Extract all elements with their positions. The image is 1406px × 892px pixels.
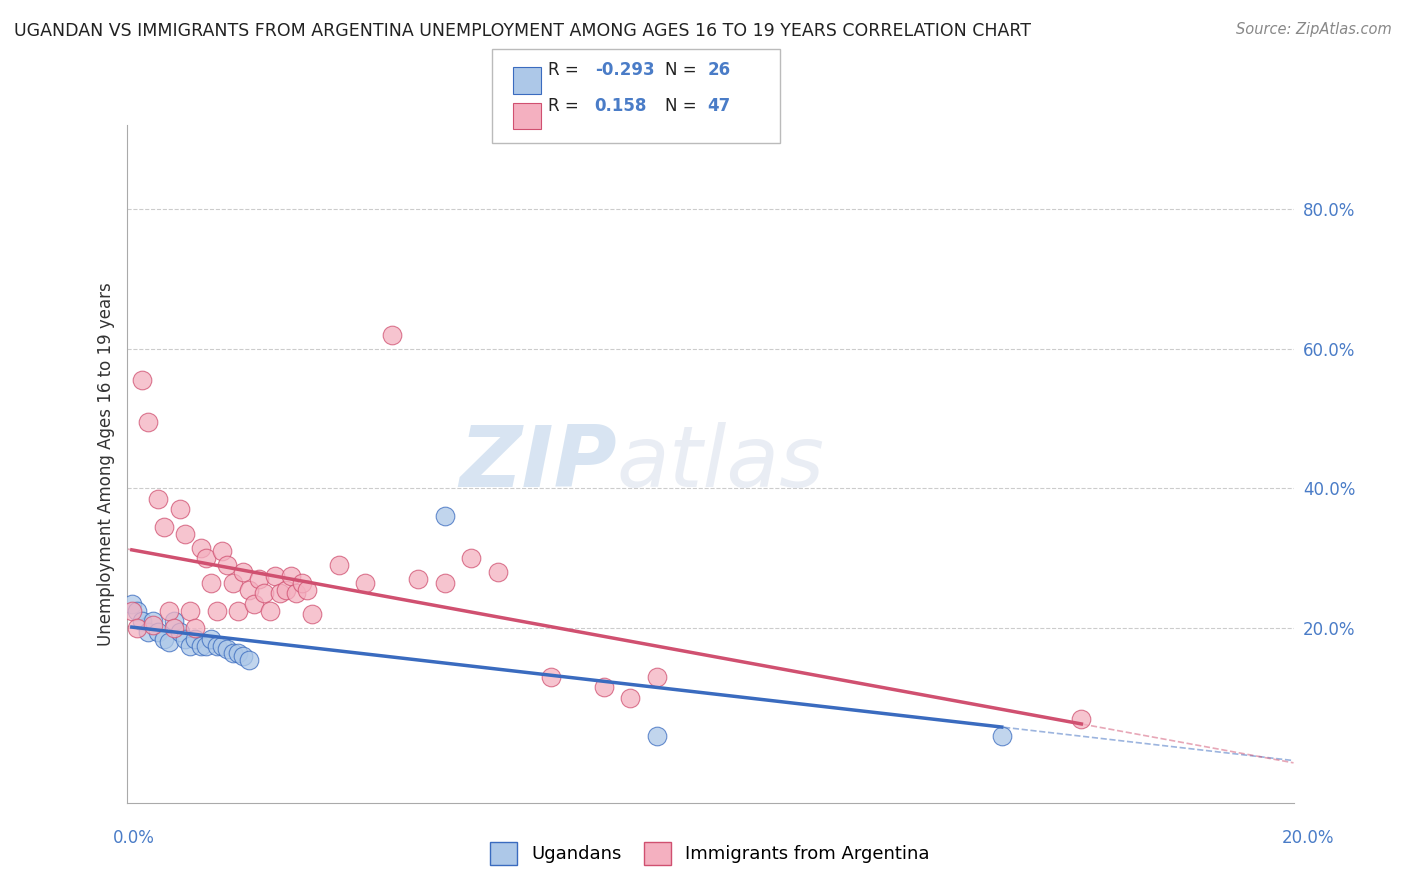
Point [131, 373, 153, 387]
Text: ZIP: ZIP [458, 422, 617, 506]
Text: N =: N = [665, 61, 702, 78]
Point [217, 642, 239, 657]
Point [226, 646, 249, 660]
Point [460, 551, 482, 566]
Point [238, 652, 260, 666]
Point [295, 582, 318, 597]
Point [290, 575, 312, 590]
Point [163, 614, 186, 628]
Point [253, 586, 276, 600]
Point [142, 617, 165, 632]
Point [179, 604, 201, 618]
Point [247, 572, 270, 586]
Text: 20.0%: 20.0% [1281, 829, 1334, 847]
Point [174, 526, 197, 541]
Text: 47: 47 [707, 96, 731, 114]
Text: 26: 26 [707, 61, 730, 78]
Text: 0.0%: 0.0% [112, 829, 155, 847]
Point [381, 327, 404, 342]
Legend: Ugandans, Immigrants from Argentina: Ugandans, Immigrants from Argentina [484, 835, 936, 871]
Point [184, 621, 207, 635]
Text: N =: N = [665, 96, 702, 114]
Point [217, 558, 239, 573]
Point [195, 551, 218, 566]
Point [190, 639, 212, 653]
Point [269, 586, 291, 600]
Point [238, 582, 260, 597]
Y-axis label: Unemployment Among Ages 16 to 19 years: Unemployment Among Ages 16 to 19 years [97, 282, 115, 646]
Text: Source: ZipAtlas.com: Source: ZipAtlas.com [1236, 22, 1392, 37]
Point [408, 572, 430, 586]
Point [433, 575, 456, 590]
Point [328, 558, 350, 573]
Point [540, 670, 562, 684]
Point [433, 509, 456, 524]
Point [354, 575, 377, 590]
Text: UGANDAN VS IMMIGRANTS FROM ARGENTINA UNEMPLOYMENT AMONG AGES 16 TO 19 YEARS CORR: UGANDAN VS IMMIGRANTS FROM ARGENTINA UNE… [14, 22, 1031, 40]
Point [205, 639, 228, 653]
Point [152, 632, 174, 646]
Point [142, 614, 165, 628]
Point [152, 520, 174, 534]
Point [486, 565, 509, 579]
Point [205, 604, 228, 618]
Point [232, 565, 254, 579]
Point [184, 632, 207, 646]
Point [645, 670, 668, 684]
Point [274, 582, 297, 597]
Point [221, 575, 243, 590]
Point [163, 621, 186, 635]
Point [645, 730, 668, 744]
Point [619, 690, 641, 705]
Point [148, 491, 170, 506]
Point [136, 624, 159, 639]
Text: 0.158: 0.158 [595, 96, 647, 114]
Point [259, 604, 281, 618]
Point [232, 648, 254, 663]
Point [1070, 712, 1092, 726]
Point [243, 597, 266, 611]
Point [211, 544, 233, 558]
Point [169, 624, 191, 639]
Point [200, 575, 222, 590]
Text: R =: R = [548, 61, 585, 78]
Point [169, 502, 191, 516]
Point [174, 632, 197, 646]
Point [593, 681, 616, 695]
Text: R =: R = [548, 96, 585, 114]
Point [127, 621, 149, 635]
Point [157, 604, 180, 618]
Point [148, 624, 170, 639]
Text: atlas: atlas [617, 422, 825, 506]
Point [200, 632, 222, 646]
Point [195, 639, 218, 653]
Point [280, 568, 302, 582]
Point [221, 646, 243, 660]
Point [285, 586, 308, 600]
Point [157, 635, 180, 649]
Point [991, 730, 1014, 744]
Point [121, 604, 143, 618]
Text: -0.293: -0.293 [595, 61, 654, 78]
Point [301, 607, 323, 621]
Point [136, 415, 159, 429]
Point [131, 614, 153, 628]
Point [264, 568, 287, 582]
Point [179, 639, 201, 653]
Point [226, 604, 249, 618]
Point [211, 639, 233, 653]
Point [127, 604, 149, 618]
Point [121, 597, 143, 611]
Point [190, 541, 212, 555]
